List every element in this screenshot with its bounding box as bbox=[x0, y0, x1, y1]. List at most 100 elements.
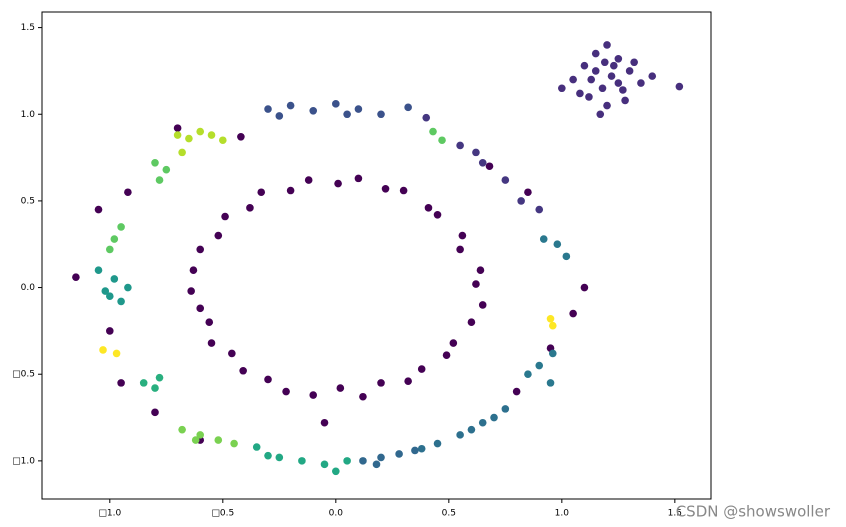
point bbox=[546, 379, 555, 387]
x-tick-label: □1.0 bbox=[98, 509, 121, 519]
point bbox=[630, 58, 638, 67]
point bbox=[381, 184, 390, 193]
plot-frame bbox=[41, 11, 712, 500]
point bbox=[173, 124, 182, 132]
point bbox=[478, 158, 487, 167]
point bbox=[257, 188, 266, 197]
point bbox=[587, 75, 596, 84]
point bbox=[354, 174, 363, 183]
point bbox=[539, 235, 548, 243]
point bbox=[239, 366, 247, 375]
point bbox=[524, 370, 532, 379]
point bbox=[207, 131, 216, 139]
point bbox=[449, 339, 458, 347]
point bbox=[106, 245, 114, 254]
point bbox=[320, 460, 329, 469]
point bbox=[675, 82, 684, 91]
point bbox=[625, 67, 634, 75]
point bbox=[411, 446, 419, 455]
point bbox=[185, 134, 193, 143]
y-tick-label: 0.5 bbox=[21, 196, 35, 206]
point bbox=[591, 49, 600, 58]
point bbox=[576, 89, 584, 98]
point bbox=[214, 436, 223, 444]
point bbox=[598, 84, 607, 93]
point bbox=[553, 240, 562, 249]
point bbox=[438, 136, 446, 145]
point bbox=[478, 418, 487, 427]
point bbox=[117, 379, 125, 387]
point bbox=[580, 283, 589, 292]
point bbox=[99, 346, 107, 354]
point bbox=[600, 58, 609, 67]
point bbox=[429, 127, 437, 136]
point bbox=[101, 287, 110, 295]
point bbox=[603, 41, 611, 49]
point bbox=[151, 384, 159, 392]
point bbox=[230, 439, 238, 448]
point bbox=[151, 408, 159, 417]
point bbox=[648, 72, 657, 80]
point bbox=[548, 321, 557, 330]
point bbox=[309, 391, 318, 399]
point bbox=[106, 292, 114, 301]
point bbox=[546, 314, 555, 323]
point bbox=[472, 148, 480, 157]
point bbox=[196, 245, 205, 254]
point bbox=[569, 309, 577, 318]
point bbox=[558, 84, 566, 93]
point bbox=[286, 101, 295, 110]
point bbox=[94, 266, 103, 275]
point bbox=[214, 231, 223, 240]
point bbox=[517, 197, 525, 205]
point bbox=[490, 413, 498, 422]
point bbox=[298, 457, 306, 465]
point bbox=[207, 339, 216, 347]
point bbox=[155, 176, 164, 184]
point bbox=[162, 165, 171, 174]
point bbox=[596, 110, 605, 119]
point bbox=[252, 443, 261, 451]
point bbox=[354, 105, 363, 113]
point bbox=[476, 266, 485, 275]
point bbox=[264, 105, 272, 113]
point bbox=[275, 112, 284, 120]
point bbox=[155, 373, 164, 382]
point bbox=[246, 204, 254, 212]
y-tick-label: 0.0 bbox=[21, 283, 36, 293]
x-tick-label: 1.5 bbox=[668, 509, 682, 519]
point bbox=[619, 86, 627, 94]
x-tick-label: 1.0 bbox=[555, 509, 570, 519]
point bbox=[359, 457, 367, 465]
point bbox=[336, 384, 345, 392]
point bbox=[196, 127, 205, 136]
x-tick-label: 0.0 bbox=[329, 509, 344, 519]
point bbox=[139, 379, 148, 387]
point bbox=[304, 176, 313, 184]
point bbox=[456, 431, 464, 439]
point bbox=[264, 451, 272, 460]
point bbox=[110, 235, 119, 243]
point bbox=[433, 210, 442, 219]
point bbox=[282, 387, 290, 396]
point bbox=[72, 273, 80, 281]
point bbox=[124, 188, 132, 197]
y-tick-label: 1.0 bbox=[21, 110, 36, 120]
point bbox=[151, 158, 159, 167]
point bbox=[422, 113, 431, 122]
point bbox=[458, 231, 467, 240]
point bbox=[334, 179, 342, 188]
point bbox=[562, 252, 571, 261]
point bbox=[94, 205, 103, 214]
point bbox=[178, 148, 186, 157]
point bbox=[106, 327, 114, 335]
point bbox=[320, 418, 329, 427]
point bbox=[372, 460, 381, 469]
point bbox=[501, 176, 510, 184]
point bbox=[485, 162, 494, 171]
point bbox=[191, 436, 200, 444]
point bbox=[343, 457, 351, 465]
point bbox=[535, 205, 544, 214]
point bbox=[196, 304, 205, 313]
